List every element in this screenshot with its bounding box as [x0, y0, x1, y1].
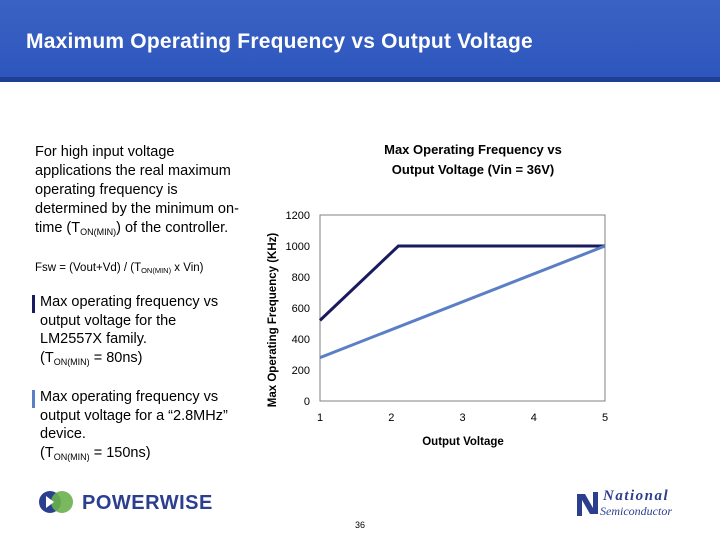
intro-paragraph: For high input voltage applications the … — [35, 143, 245, 239]
title-bar: Maximum Operating Frequency vs Output Vo… — [0, 0, 720, 82]
frequency-chart: Max Operating Frequency vs Output Voltage… — [267, 142, 608, 448]
slide-title: Maximum Operating Frequency vs Output Vo… — [26, 30, 533, 53]
y-tick-label: 1000 — [286, 241, 310, 253]
series-note-param-end: = 150ns) — [89, 444, 151, 461]
plot-area — [319, 214, 606, 402]
series-marker-light — [32, 390, 35, 408]
y-axis-label: Max Operating Frequency (KHz) — [267, 233, 279, 408]
formula: Fsw = (Vout+Vd) / (TON(MIN) x Vin) — [35, 262, 265, 275]
series-note-dark: Max operating frequency vs output voltag… — [32, 293, 240, 368]
semiconductor-wordmark: Semiconductor — [600, 504, 672, 518]
x-tick-label: 3 — [459, 412, 465, 424]
series-note-text: Max operating frequency vs output voltag… — [40, 294, 219, 347]
national-wordmark: National — [603, 488, 670, 504]
page-number: 36 — [355, 520, 366, 530]
national-semiconductor-logo: National Semiconductor — [573, 488, 693, 524]
intro-subscript: ON(MIN) — [80, 227, 117, 237]
x-tick-label: 1 — [317, 412, 323, 424]
x-tick-label: 5 — [602, 412, 608, 424]
y-tick-label: 400 — [292, 334, 310, 346]
y-tick-label: 800 — [292, 272, 310, 284]
y-tick-label: 1200 — [286, 210, 310, 222]
series-note-text: Max operating frequency vs output voltag… — [40, 389, 228, 442]
powerwise-logo: POWERWISE — [36, 486, 212, 518]
chart-title: Max Operating Frequency vs — [384, 142, 562, 157]
title-bar-underline — [0, 77, 720, 82]
series-note-param: (T — [40, 444, 54, 461]
series-note-param: (T — [40, 349, 54, 366]
chart-title: Output Voltage (Vin = 36V) — [392, 162, 554, 177]
series-line-2 — [319, 244, 606, 359]
intro-text: For high input voltage applications the … — [35, 144, 239, 236]
y-tick-label: 600 — [292, 303, 310, 315]
national-semiconductor-mark-icon — [577, 492, 598, 516]
formula-text: Fsw = (Vout+Vd) / (T — [35, 262, 142, 274]
series-line-1 — [318, 244, 605, 322]
powerwise-mark-icon — [39, 491, 73, 513]
x-tick-label: 4 — [531, 412, 537, 424]
y-tick-label: 200 — [292, 365, 310, 377]
x-axis-label: Output Voltage — [422, 436, 504, 448]
series-note-subscript: ON(MIN) — [53, 356, 90, 367]
x-tick-label: 2 — [388, 412, 394, 424]
series-marker-dark — [32, 295, 35, 313]
formula-text-end: x Vin) — [171, 262, 204, 274]
series-note-light: Max operating frequency vs output voltag… — [32, 388, 240, 463]
series-note-subscript: ON(MIN) — [53, 451, 90, 462]
series-note-param-end: = 80ns) — [89, 349, 143, 366]
intro-text-end: ) of the controller. — [116, 220, 229, 236]
powerwise-wordmark: POWERWISE — [82, 492, 213, 514]
y-tick-label: 0 — [304, 396, 310, 408]
formula-subscript: ON(MIN) — [141, 266, 172, 275]
